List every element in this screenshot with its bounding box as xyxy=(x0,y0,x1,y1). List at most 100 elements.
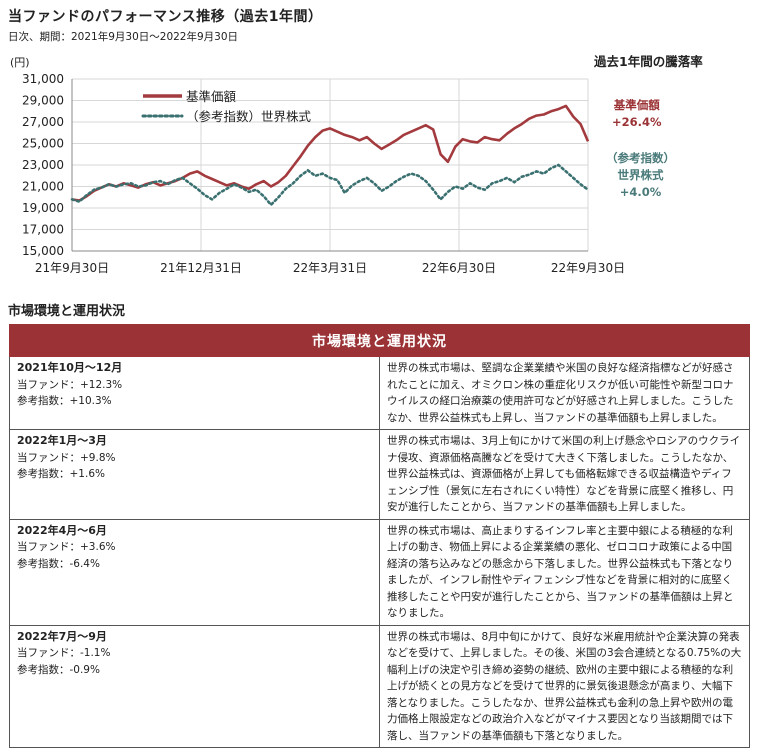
reference-data-point xyxy=(580,183,582,185)
fund-data-point xyxy=(211,178,213,180)
period-label: 2022年7月～9月 xyxy=(17,629,107,643)
chart-series xyxy=(70,104,590,207)
market-table-header: 市場環境と運用状況 xyxy=(9,324,750,357)
fund-data-point xyxy=(418,127,420,129)
reference-data-point xyxy=(241,187,243,189)
fund-data-point xyxy=(314,136,316,138)
fund-data-point xyxy=(565,105,567,107)
fund-data-point xyxy=(410,131,412,133)
x-axis-ticks: 21年9月30日 21年12月31日 22年3月31日 22年6月30日 22年9月30… xyxy=(35,261,625,275)
reference-data-point xyxy=(388,186,390,188)
period-cell: 2022年4月～6月 当ファンド：+3.6% 参考指数：-6.4% xyxy=(9,518,380,626)
reference-data-point xyxy=(71,199,73,201)
reference-data-point xyxy=(469,182,471,184)
y-tick-label: 23,000 xyxy=(22,158,64,172)
period-cell: 2022年7月～9月 当ファンド：-1.1% 参考指数：-0.9% xyxy=(9,624,380,748)
reference-data-point xyxy=(322,173,324,175)
reference-data-point xyxy=(152,181,154,183)
reference-data-point xyxy=(351,185,353,187)
table-row: 2022年1月～3月 当ファンド：+9.8% 参考指数：+1.6% 世界の株式市… xyxy=(9,429,750,520)
fund-data-point xyxy=(204,175,206,177)
reference-data-point xyxy=(543,173,545,175)
table-row: 2021年10月～12月 当ファンド：+12.3% 参考指数：+10.3% 世界… xyxy=(9,356,750,430)
reference-data-point xyxy=(226,188,228,190)
table-row: 2022年4月～6月 当ファンド：+3.6% 参考指数：-6.4% 世界の株式市… xyxy=(9,518,750,626)
y-axis-ticks: 31,000 29,000 27,000 25,000 23,000 21,000 19,0… xyxy=(22,72,64,258)
fund-data-point xyxy=(278,181,280,183)
reference-data-point xyxy=(292,182,294,184)
reference-return-label-2: 世界株式 xyxy=(617,168,664,182)
y-tick-label: 17,000 xyxy=(22,223,64,237)
reference-data-point xyxy=(513,181,515,183)
reference-data-point xyxy=(454,186,456,188)
fund-data-point xyxy=(395,139,397,141)
fund-data-point xyxy=(344,134,346,136)
fund-data-point xyxy=(366,136,368,138)
fund-data-point xyxy=(381,148,383,150)
reference-data-point xyxy=(137,186,139,188)
fund-data-point xyxy=(373,143,375,145)
fund-data-point xyxy=(513,127,515,129)
reference-data-point xyxy=(307,170,309,172)
fund-return-label: 基準価額 xyxy=(613,98,660,112)
reference-data-point xyxy=(285,188,287,190)
reference-data-point xyxy=(167,183,169,185)
fund-data-point xyxy=(196,171,198,173)
reference-data-point xyxy=(86,194,88,196)
reference-data-point xyxy=(93,189,95,191)
reference-data-point xyxy=(403,176,405,178)
fund-series-line xyxy=(71,104,590,202)
market-section-heading: 市場環境と運用状況 xyxy=(8,304,126,319)
fund-data-point xyxy=(440,153,442,155)
y-tick-label: 27,000 xyxy=(22,115,64,129)
fund-data-point xyxy=(292,165,294,167)
fund-data-point xyxy=(499,139,501,141)
reference-data-point xyxy=(204,194,206,196)
reference-data-point xyxy=(565,171,567,173)
x-tick-label: 22年9月30日 xyxy=(551,261,625,275)
y-tick-label: 19,000 xyxy=(22,201,64,215)
reference-data-point xyxy=(381,190,383,192)
fund-return: 当ファンド：+12.3% xyxy=(17,378,123,391)
x-tick-label: 21年12月31日 xyxy=(160,261,242,275)
reference-data-point xyxy=(558,164,560,166)
reference-return: 参考指数：+10.3% xyxy=(17,395,112,407)
reference-data-point xyxy=(477,187,479,189)
chart-subtitle: 日次、期間：2021年9月30日～2022年9月30日 xyxy=(8,31,239,43)
reference-data-point xyxy=(79,201,81,203)
performance-chart: 31,000 29,000 27,000 25,000 23,000 21,000 19,0… xyxy=(22,72,625,275)
fund-data-point xyxy=(263,180,265,182)
fund-data-point xyxy=(189,173,191,175)
fund-data-point xyxy=(521,123,523,125)
x-tick-label: 22年6月30日 xyxy=(422,261,496,275)
fund-data-point xyxy=(477,142,479,144)
reference-data-point xyxy=(425,180,427,182)
reference-data-point xyxy=(189,182,191,184)
fund-data-point xyxy=(351,136,353,138)
fund-data-point xyxy=(329,127,331,129)
reference-return: 参考指数：+1.6% xyxy=(17,468,105,480)
y-tick-label: 29,000 xyxy=(22,94,64,108)
fund-data-point xyxy=(491,138,493,140)
reference-data-point xyxy=(491,182,493,184)
reference-data-point xyxy=(359,180,361,182)
commentary-cell: 世界の株式市場は、8月中旬にかけて、良好な米雇用統計や企業決算の発表などを受けて… xyxy=(379,624,750,748)
reference-return-summary: （参考指数） 世界株式 +4.0% xyxy=(606,150,675,201)
reference-data-point xyxy=(101,187,103,189)
reference-data-point xyxy=(587,189,589,191)
fund-data-point xyxy=(359,139,361,141)
reference-return-label-1: （参考指数） xyxy=(606,151,675,165)
reference-data-point xyxy=(211,199,213,201)
legend-label-fund: 基準価額 xyxy=(186,89,237,104)
reference-data-point xyxy=(344,192,346,194)
market-table: 市場環境と運用状況 2021年10月～12月 当ファンド：+12.3% 参考指数… xyxy=(9,324,750,748)
reference-data-point xyxy=(462,188,464,190)
reference-data-point xyxy=(536,171,538,173)
reference-data-point xyxy=(447,191,449,193)
y-axis-unit: (円) xyxy=(10,56,30,69)
commentary-cell: 世界の株式市場は、3月上旬にかけて米国の利上げ懸念やロシアのウクライナ侵攻、資源… xyxy=(379,429,750,520)
chart-grid xyxy=(71,78,589,252)
reference-data-point xyxy=(432,189,434,191)
reference-data-point xyxy=(337,179,339,181)
period-label: 2021年10月～12月 xyxy=(17,361,123,374)
